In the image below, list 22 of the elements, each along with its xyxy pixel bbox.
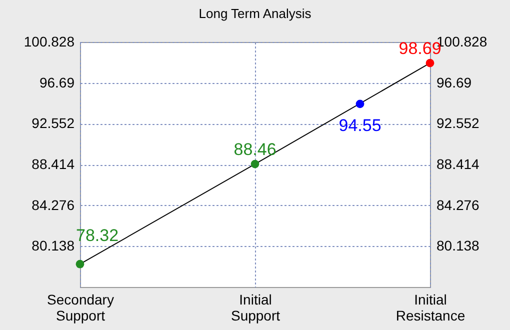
y-tick-label: 88.414 [32, 156, 75, 172]
y2-tick-label: 88.414 [436, 156, 480, 172]
y2-tick-label: 92.552 [436, 115, 480, 132]
chart-title: Long Term Analysis [198, 6, 312, 21]
data-label: 78.32 [76, 226, 119, 246]
y-tick-label: 80.138 [32, 238, 75, 254]
point [76, 260, 84, 268]
y2-tick-label: 80.138 [436, 238, 480, 254]
y-tick-label: 84.276 [32, 196, 75, 213]
y2-tick-label: 84.276 [436, 196, 480, 213]
y-tick-label: 100.828 [24, 34, 75, 50]
x-tick-label: Initial Support [230, 292, 280, 324]
y-tick-label: 92.552 [32, 115, 75, 132]
x-tick-label: Secondary Support [47, 292, 114, 324]
y2-tick-label: 96.69 [436, 74, 472, 90]
data-label: 94.55 [338, 116, 382, 135]
data-label: 88.46 [234, 140, 276, 160]
point [250, 160, 260, 168]
y-tick-label: 96.69 [39, 74, 75, 90]
point [426, 58, 434, 68]
point [356, 100, 364, 108]
x-tick-label: Initial Resistance [396, 292, 466, 324]
